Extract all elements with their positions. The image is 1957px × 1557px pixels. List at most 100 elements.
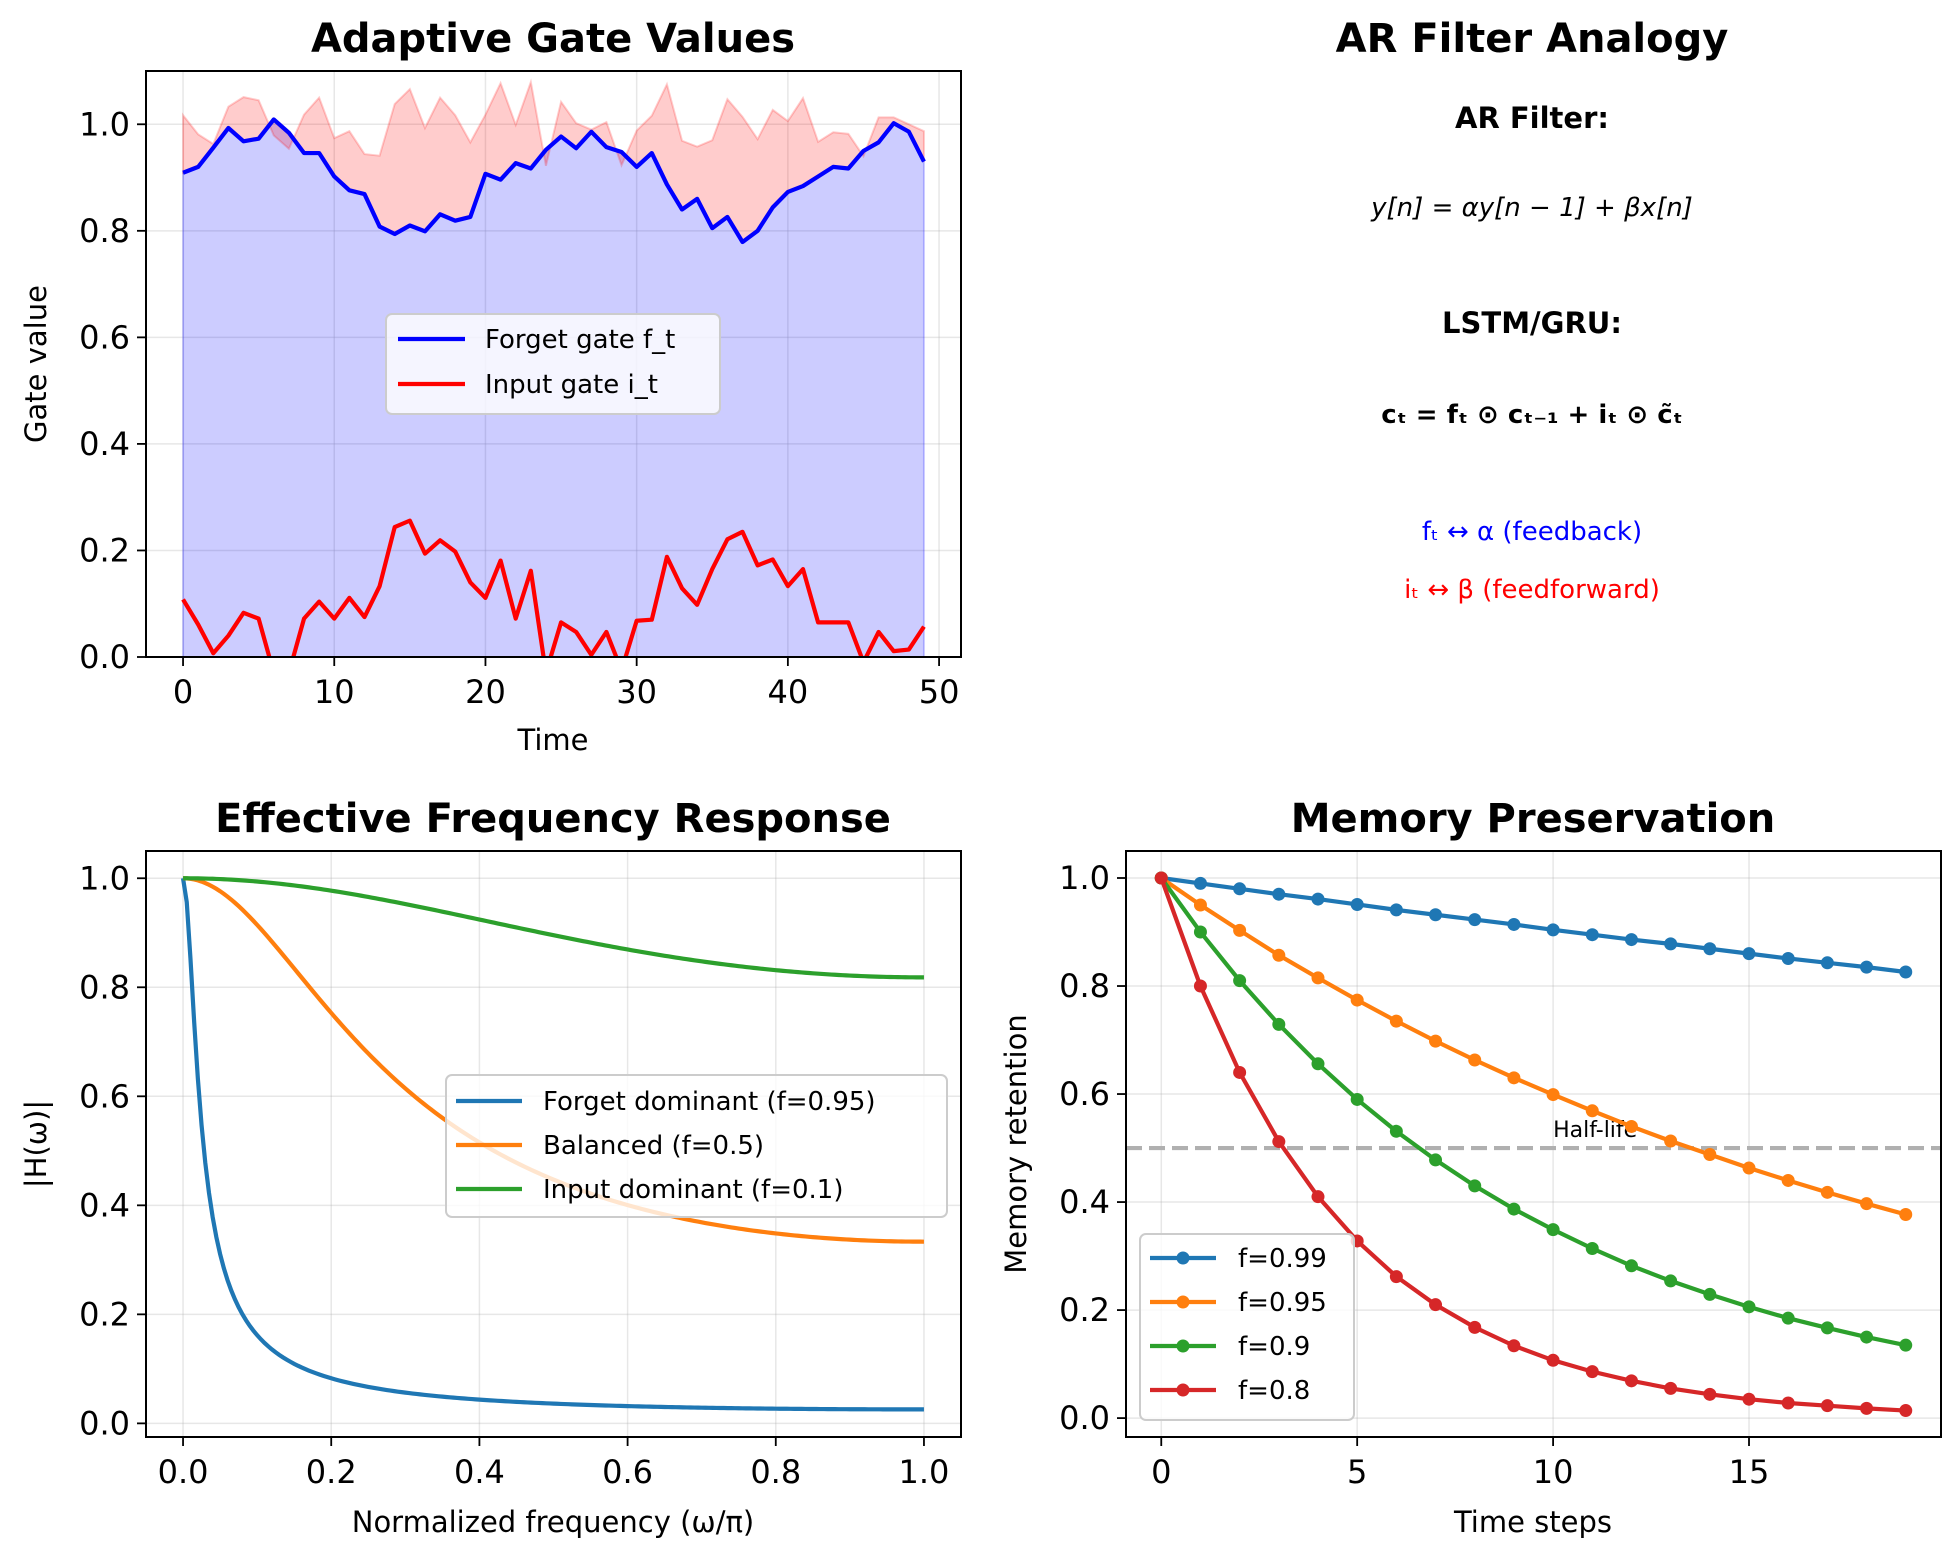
freq-ytick-label: 0.0 xyxy=(79,1404,130,1442)
memory-point xyxy=(1624,933,1638,947)
memory-point xyxy=(1272,948,1286,962)
freq-legend: Forget dominant (f=0.95) Balanced (f=0.5)… xyxy=(445,1074,948,1218)
memory-point xyxy=(1899,1404,1913,1418)
freq-xtick-label: 0.6 xyxy=(602,1453,653,1491)
legend-label: f=0.99 xyxy=(1238,1244,1327,1274)
memory-point xyxy=(1350,993,1364,1007)
freq-axes-frame xyxy=(145,850,962,1438)
gates-title: Adaptive Gate Values xyxy=(311,16,795,62)
memory-point xyxy=(1585,1242,1599,1256)
memory-point xyxy=(1624,1374,1638,1388)
analogy-panel: AR Filter Analogy AR Filter: y[n] = αy[n… xyxy=(1336,16,1729,605)
memory-point xyxy=(1389,1124,1403,1138)
legend-label: f=0.95 xyxy=(1238,1288,1327,1318)
memory-point xyxy=(1546,1353,1560,1367)
freq-xtick-label: 0.8 xyxy=(750,1453,801,1491)
freq-xtick-label: 0.0 xyxy=(158,1453,209,1491)
memory-ytick-label: 1.0 xyxy=(1059,859,1110,897)
memory-point xyxy=(1507,917,1521,931)
memory-point xyxy=(1429,908,1443,922)
mapping-feedback: fₜ ↔ α (feedback) xyxy=(1422,517,1642,547)
freq-panel: 0.0 0.2 0.4 0.6 0.8 1.0 0.0 0.2 0.4 0.6 0.8 1.0 Eff… xyxy=(19,796,962,1539)
input-gate-line xyxy=(181,518,926,657)
memory-point xyxy=(1820,1185,1834,1199)
gates-xtick-label: 20 xyxy=(465,673,506,711)
memory-point xyxy=(1664,1381,1678,1395)
legend-marker xyxy=(1176,1383,1190,1397)
memory-point xyxy=(1899,965,1913,979)
memory-point xyxy=(1233,1065,1247,1079)
memory-ytick-label: 0.8 xyxy=(1059,967,1110,1005)
memory-lines xyxy=(1154,871,1913,1418)
memory-point xyxy=(1860,1197,1874,1211)
memory-point xyxy=(1546,923,1560,937)
memory-title: Memory Preservation xyxy=(1291,796,1776,842)
memory-point xyxy=(1742,947,1756,961)
memory-point xyxy=(1507,1202,1521,1216)
memory-point xyxy=(1742,1161,1756,1175)
memory-point xyxy=(1233,923,1247,937)
memory-point xyxy=(1272,1135,1286,1149)
freq-grid xyxy=(146,851,961,1437)
memory-point xyxy=(1546,1223,1560,1237)
gates-xtick-label: 0 xyxy=(173,673,193,711)
legend-label: Input gate i_t xyxy=(485,370,658,400)
gates-axes-frame xyxy=(145,70,962,658)
memory-point xyxy=(1742,1300,1756,1314)
memory-point xyxy=(1781,1311,1795,1325)
memory-point xyxy=(1468,913,1482,927)
memory-point xyxy=(1585,928,1599,942)
memory-ytick-label: 0.4 xyxy=(1059,1183,1110,1221)
mapping-feedforward: iₜ ↔ β (feedforward) xyxy=(1404,575,1660,605)
memory-point xyxy=(1468,1320,1482,1334)
gates-lines xyxy=(181,117,926,657)
memory-point xyxy=(1193,898,1207,912)
memory-xlabel: Time steps xyxy=(1453,1505,1612,1539)
memory-point xyxy=(1899,1338,1913,1352)
memory-point xyxy=(1468,1053,1482,1067)
analogy-title: AR Filter Analogy xyxy=(1336,16,1729,62)
gates-ytick-label: 0.6 xyxy=(79,318,130,356)
gates-ylabel: Gate value xyxy=(19,285,53,443)
gates-ytick-label: 0.0 xyxy=(79,638,130,676)
memory-point xyxy=(1703,1287,1717,1301)
memory-point xyxy=(1468,1179,1482,1193)
freq-line-0 xyxy=(180,877,924,1412)
memory-point xyxy=(1624,1119,1638,1133)
memory-point xyxy=(1781,951,1795,965)
memory-point xyxy=(1350,897,1364,911)
legend-frame xyxy=(445,1074,948,1218)
legend-frame xyxy=(1139,1233,1355,1421)
memory-point xyxy=(1624,1259,1638,1273)
memory-point xyxy=(1193,979,1207,993)
memory-point xyxy=(1585,1104,1599,1118)
freq-xtick-label: 1.0 xyxy=(899,1453,950,1491)
legend-marker xyxy=(1176,1295,1190,1309)
memory-point xyxy=(1193,876,1207,890)
memory-point xyxy=(1664,937,1678,951)
memory-legend: f=0.99 f=0.95 f=0.9 f=0.8 xyxy=(1139,1233,1355,1421)
memory-point xyxy=(1546,1088,1560,1102)
memory-point xyxy=(1820,1399,1834,1413)
memory-point xyxy=(1781,1396,1795,1410)
legend-frame xyxy=(385,313,721,415)
memory-ytick-label: 0.6 xyxy=(1059,1075,1110,1113)
memory-line-3 xyxy=(1159,877,1906,1413)
memory-point xyxy=(1350,1092,1364,1106)
memory-ticks: 0 5 10 15 0.0 0.2 0.4 0.6 0.8 1.0 xyxy=(1059,859,1769,1491)
legend-label: f=0.9 xyxy=(1238,1332,1310,1362)
memory-xtick-label: 5 xyxy=(1347,1453,1367,1491)
freq-ylabel: |H(ω)| xyxy=(19,1100,53,1188)
memory-point xyxy=(1860,960,1874,974)
memory-ytick-label: 0.2 xyxy=(1059,1291,1110,1329)
memory-point xyxy=(1860,1330,1874,1344)
freq-xtick-label: 0.2 xyxy=(306,1453,357,1491)
forget-gate-line xyxy=(182,117,926,245)
memory-point xyxy=(1507,1339,1521,1353)
legend-label: Balanced (f=0.5) xyxy=(543,1131,764,1161)
memory-point xyxy=(1311,1057,1325,1071)
memory-point xyxy=(1664,1274,1678,1288)
memory-point xyxy=(1820,956,1834,970)
ar-filter-heading: AR Filter: xyxy=(1455,101,1609,135)
gates-ytick-label: 0.4 xyxy=(79,425,130,463)
